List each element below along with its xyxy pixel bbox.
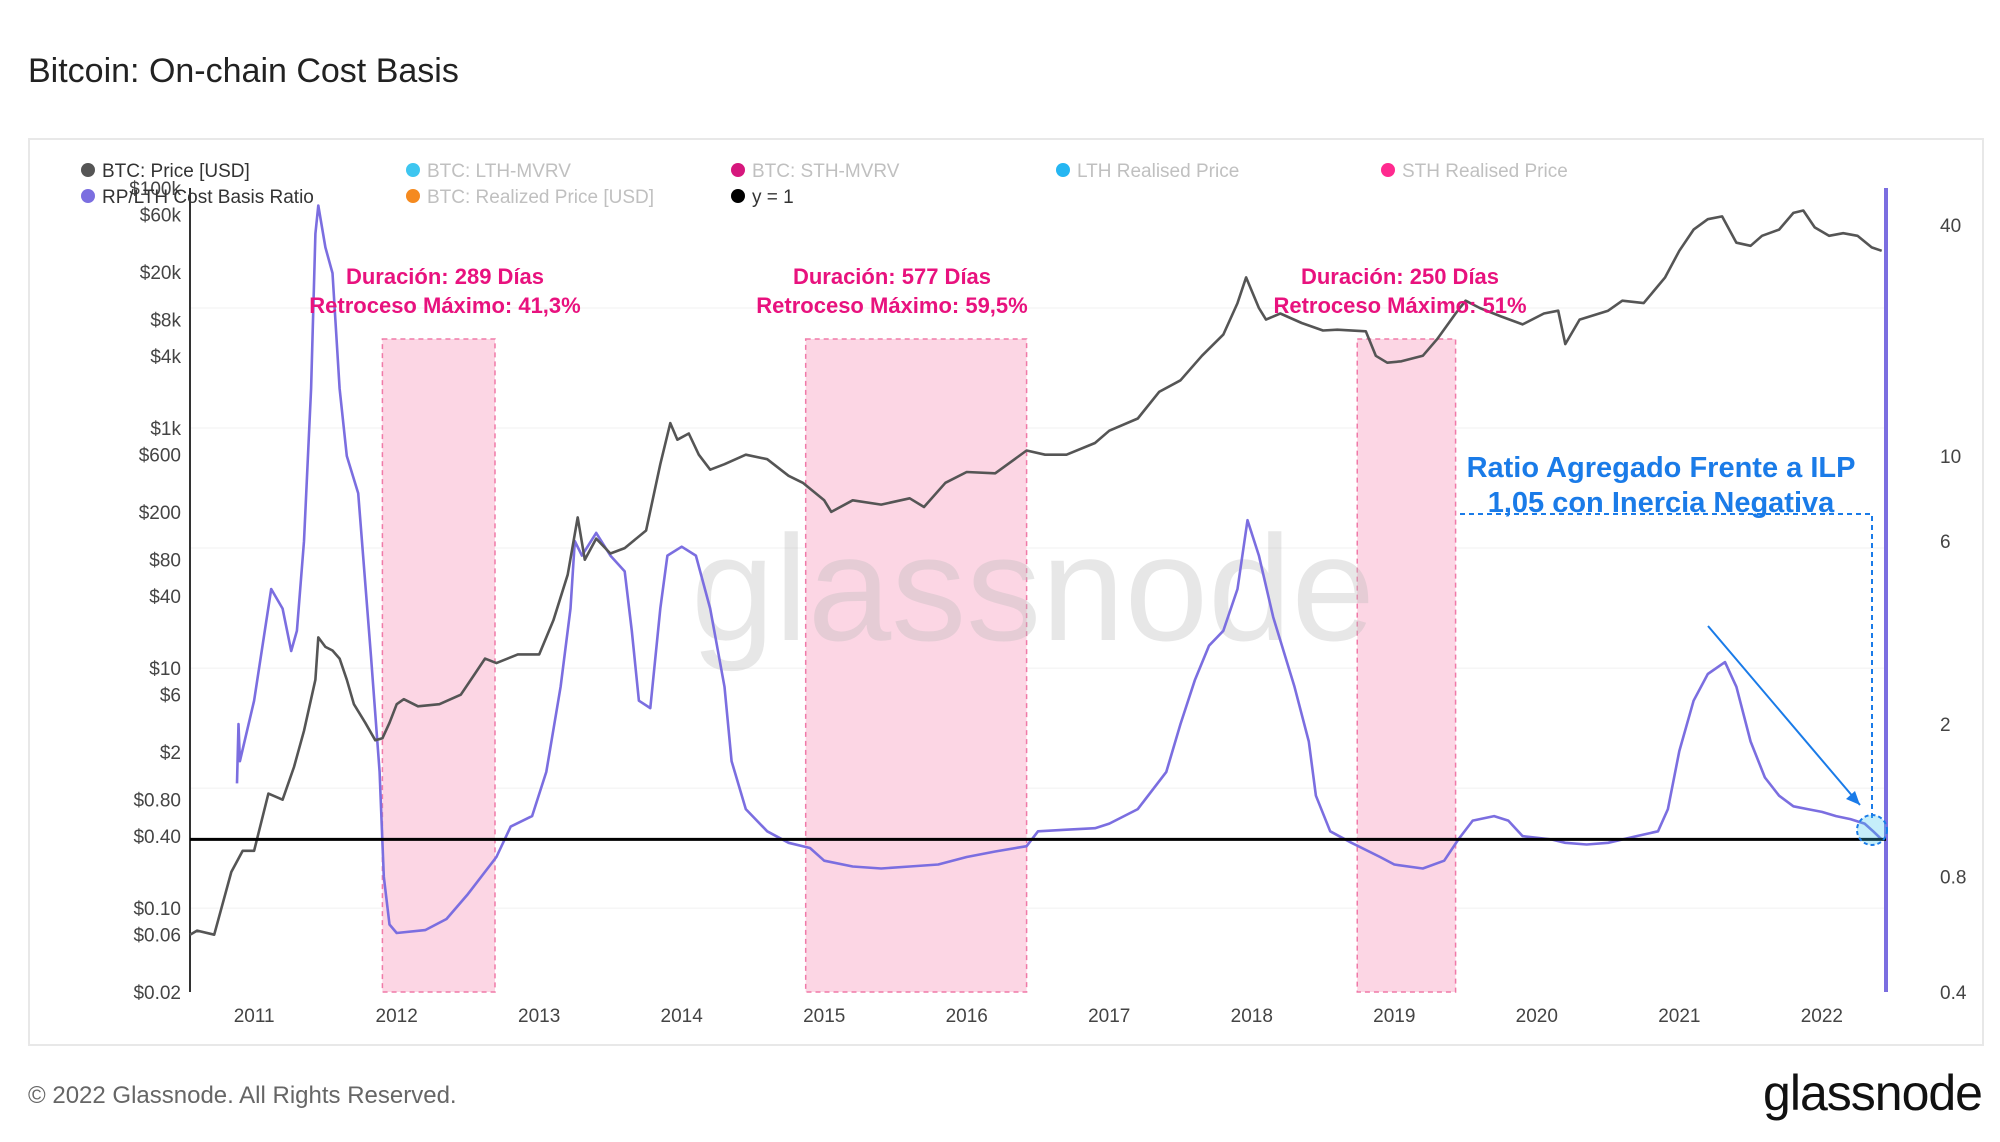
x-tick-label: 2017 [1088, 1006, 1130, 1027]
cost-basis-ratio-line [235, 204, 1883, 935]
x-tick-label: 2013 [518, 1006, 560, 1027]
x-tick-label: 2014 [661, 1006, 704, 1027]
legend-label: BTC: LTH-MVRV [427, 161, 571, 182]
y-right-tick-label: 0.4 [1940, 983, 1967, 1004]
bear3-drawdown: Retroceso Máximo: 51% [1273, 293, 1526, 318]
y-right-tick-label: 0.8 [1940, 868, 1966, 889]
shaded-period [804, 338, 1028, 993]
left-axis: $100k $60k $20k $8k $4k $1k $600 $200 $80 $40 $10 $… [129, 179, 181, 1004]
legend-label: STH Realised Price [1402, 161, 1568, 182]
y-left-tick-label: $0.10 [133, 899, 181, 920]
x-tick-label: 2011 [234, 1006, 275, 1027]
trend-arrow-line [1707, 625, 1861, 806]
legend-marker [1056, 163, 1070, 177]
legend: BTC: Price [USD] BTC: LTH-MVRV BTC: STH-MV… [81, 161, 1568, 208]
current-value-marker [1856, 814, 1888, 846]
legend-marker [1381, 163, 1395, 177]
series-lines [189, 204, 1886, 936]
bear1-drawdown: Retroceso Máximo: 41,3% [309, 293, 580, 318]
y-left-tick-label: $8k [150, 311, 181, 332]
chart-title: Bitcoin: On-chain Cost Basis [28, 52, 459, 90]
x-tick-label: 2021 [1658, 1006, 1700, 1027]
y-right-tick-label: 40 [1940, 216, 1961, 237]
x-axis: 2011 2012 2013 2014 2015 2016 2017 2018 2019 2020… [234, 1006, 1843, 1027]
callout-line1: Ratio Agregado Frente a ILP [1467, 452, 1856, 484]
chart-svg: glassnode $100k $60k $20k $8k $4k $1k $600 $200… [81, 161, 1967, 1027]
callout-bracket [1460, 513, 1873, 820]
copyright: © 2022 Glassnode. All Rights Reserved. [28, 1082, 457, 1109]
legend-marker [731, 163, 745, 177]
y-left-tick-label: $80 [149, 551, 181, 572]
x-tick-label: 2018 [1231, 1006, 1273, 1027]
y-left-tick-label: $4k [150, 347, 181, 368]
bear3-duration: Duración: 250 Días [1301, 264, 1499, 289]
x-tick-label: 2020 [1516, 1006, 1558, 1027]
x-tick-label: 2019 [1373, 1006, 1415, 1027]
legend-label: BTC: Realized Price [USD] [427, 187, 654, 208]
bear1-duration: Duración: 289 Días [346, 264, 544, 289]
legend-marker [81, 189, 95, 203]
shaded-period [381, 338, 496, 993]
y-left-tick-label: $0.06 [133, 926, 181, 947]
x-tick-label: 2012 [376, 1006, 418, 1027]
x-tick-label: 2015 [803, 1006, 845, 1027]
legend-marker [406, 163, 420, 177]
legend-label: RP/LTH Cost Basis Ratio [102, 187, 314, 208]
x-tick-label: 2016 [946, 1006, 988, 1027]
chart-panel: glassnode $100k $60k $20k $8k $4k $1k $600 $200… [28, 138, 1984, 1046]
legend-marker [81, 163, 95, 177]
right-axis: 40 10 6 2 0.8 0.4 [1940, 216, 1967, 1004]
y-right-tick-label: 10 [1940, 447, 1961, 468]
legend-marker [406, 189, 420, 203]
y-left-tick-label: $6 [160, 686, 181, 707]
y-left-tick-label: $2 [160, 743, 181, 764]
y-left-tick-label: $0.02 [133, 983, 181, 1004]
y-left-tick-label: $40 [149, 587, 181, 608]
watermark: glassnode [691, 504, 1375, 672]
y-left-tick-label: $0.40 [133, 827, 181, 848]
y-left-tick-label: $20k [140, 263, 182, 284]
glassnode-logo: glassnode [1763, 1065, 1983, 1121]
y-right-tick-label: 6 [1940, 532, 1951, 553]
bear-periods [381, 338, 1457, 993]
y-left-tick-label: $200 [139, 503, 181, 524]
y-right-tick-label: 2 [1940, 715, 1951, 736]
legend-label: LTH Realised Price [1077, 161, 1239, 182]
y-left-tick-label: $10 [149, 659, 181, 680]
shaded-period [1356, 338, 1457, 993]
trend-arrow-head [1846, 791, 1860, 805]
legend-marker [731, 189, 745, 203]
legend-label: BTC: Price [USD] [102, 161, 250, 182]
x-tick-label: 2022 [1801, 1006, 1843, 1027]
y-left-tick-label: $60k [140, 206, 182, 227]
y-left-tick-label: $100k [129, 179, 181, 200]
y-left-tick-label: $600 [139, 446, 181, 467]
legend-label: y = 1 [752, 187, 794, 208]
y-left-tick-label: $0.80 [133, 791, 181, 812]
legend-label: BTC: STH-MVRV [752, 161, 900, 182]
bear2-duration: Duración: 577 Días [793, 264, 991, 289]
bear2-drawdown: Retroceso Máximo: 59,5% [756, 293, 1027, 318]
btc-price-line [189, 209, 1883, 936]
y-left-tick-label: $1k [150, 419, 181, 440]
